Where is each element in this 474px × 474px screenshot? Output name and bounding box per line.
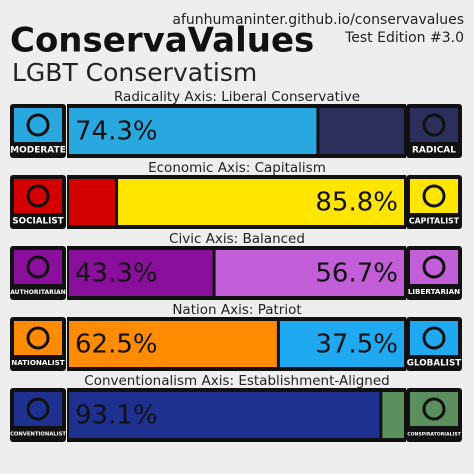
percent-label: 37.5% — [315, 330, 398, 360]
percent-label: 85.8% — [315, 188, 398, 218]
bar-segment — [380, 392, 404, 438]
icon-bg — [410, 392, 458, 426]
icon-symbol — [422, 326, 446, 350]
icon-symbol — [422, 397, 446, 421]
icon-label: CONVENTIONALIST — [10, 432, 66, 438]
percent-label: 74.3% — [75, 117, 158, 147]
icon-label: CONSPIRATORIALIST — [407, 432, 461, 438]
bar-divider — [316, 108, 320, 154]
title: ConservaValues — [10, 21, 314, 61]
icon-label: GLOBALIST — [407, 359, 461, 369]
axis-title: Conventionalism Axis: Establishment-Alig… — [84, 373, 389, 389]
icon-symbol — [26, 184, 50, 208]
axis-title: Nation Axis: Patriot — [172, 302, 301, 318]
axis-title: Civic Axis: Balanced — [169, 231, 305, 247]
bar-segment — [69, 108, 318, 154]
icon-label: RADICAL — [412, 146, 456, 156]
icon-bg — [410, 250, 458, 284]
percent-label: 62.5% — [75, 330, 158, 360]
bar-divider — [115, 179, 119, 225]
icon-label: LIBERTARIAN — [408, 287, 460, 296]
percent-label: 56.7% — [315, 259, 398, 289]
icon-bg — [14, 321, 62, 355]
icon-label: MODERATE — [10, 146, 66, 156]
axis-title: Economic Axis: Capitalism — [148, 160, 326, 176]
bar-segment — [278, 321, 404, 367]
subtitle: LGBT Conservatism — [12, 58, 257, 87]
icon-symbol — [422, 184, 446, 208]
bar-segment — [214, 250, 404, 296]
icon-symbol — [26, 397, 50, 421]
icon-label: NATIONALIST — [11, 358, 65, 367]
axis-title: Radicality Axis: Liberal Conservative — [114, 89, 360, 105]
icon-bg — [410, 179, 458, 213]
percent-label: 93.1% — [75, 401, 158, 431]
icon-symbol — [422, 113, 446, 137]
icon-bg — [410, 108, 458, 142]
edition: Test Edition #3.0 — [344, 30, 464, 46]
bar-segment — [116, 179, 404, 225]
icon-bg — [14, 250, 62, 284]
bar-segment — [69, 179, 117, 225]
icon-label: CAPITALIST — [409, 217, 460, 226]
icon-bg — [14, 392, 62, 426]
bar-segment — [69, 250, 215, 296]
icon-bg — [14, 108, 62, 142]
bar-segment — [69, 392, 381, 438]
icon-label: AUTHORITARIAN — [10, 289, 66, 296]
icon-symbol — [422, 255, 446, 279]
url: afunhumaninter.github.io/conservavalues — [172, 12, 464, 28]
bar-divider — [212, 250, 216, 296]
icon-bg — [14, 179, 62, 213]
percent-label: 43.3% — [75, 259, 158, 289]
bar-divider — [379, 392, 383, 438]
bar-divider — [276, 321, 280, 367]
icon-symbol — [26, 113, 50, 137]
icon-symbol — [26, 326, 50, 350]
bar-segment — [69, 321, 279, 367]
icon-symbol — [26, 255, 50, 279]
icon-label: SOCIALIST — [12, 217, 63, 227]
icon-bg — [410, 321, 458, 355]
bar-segment — [317, 108, 404, 154]
